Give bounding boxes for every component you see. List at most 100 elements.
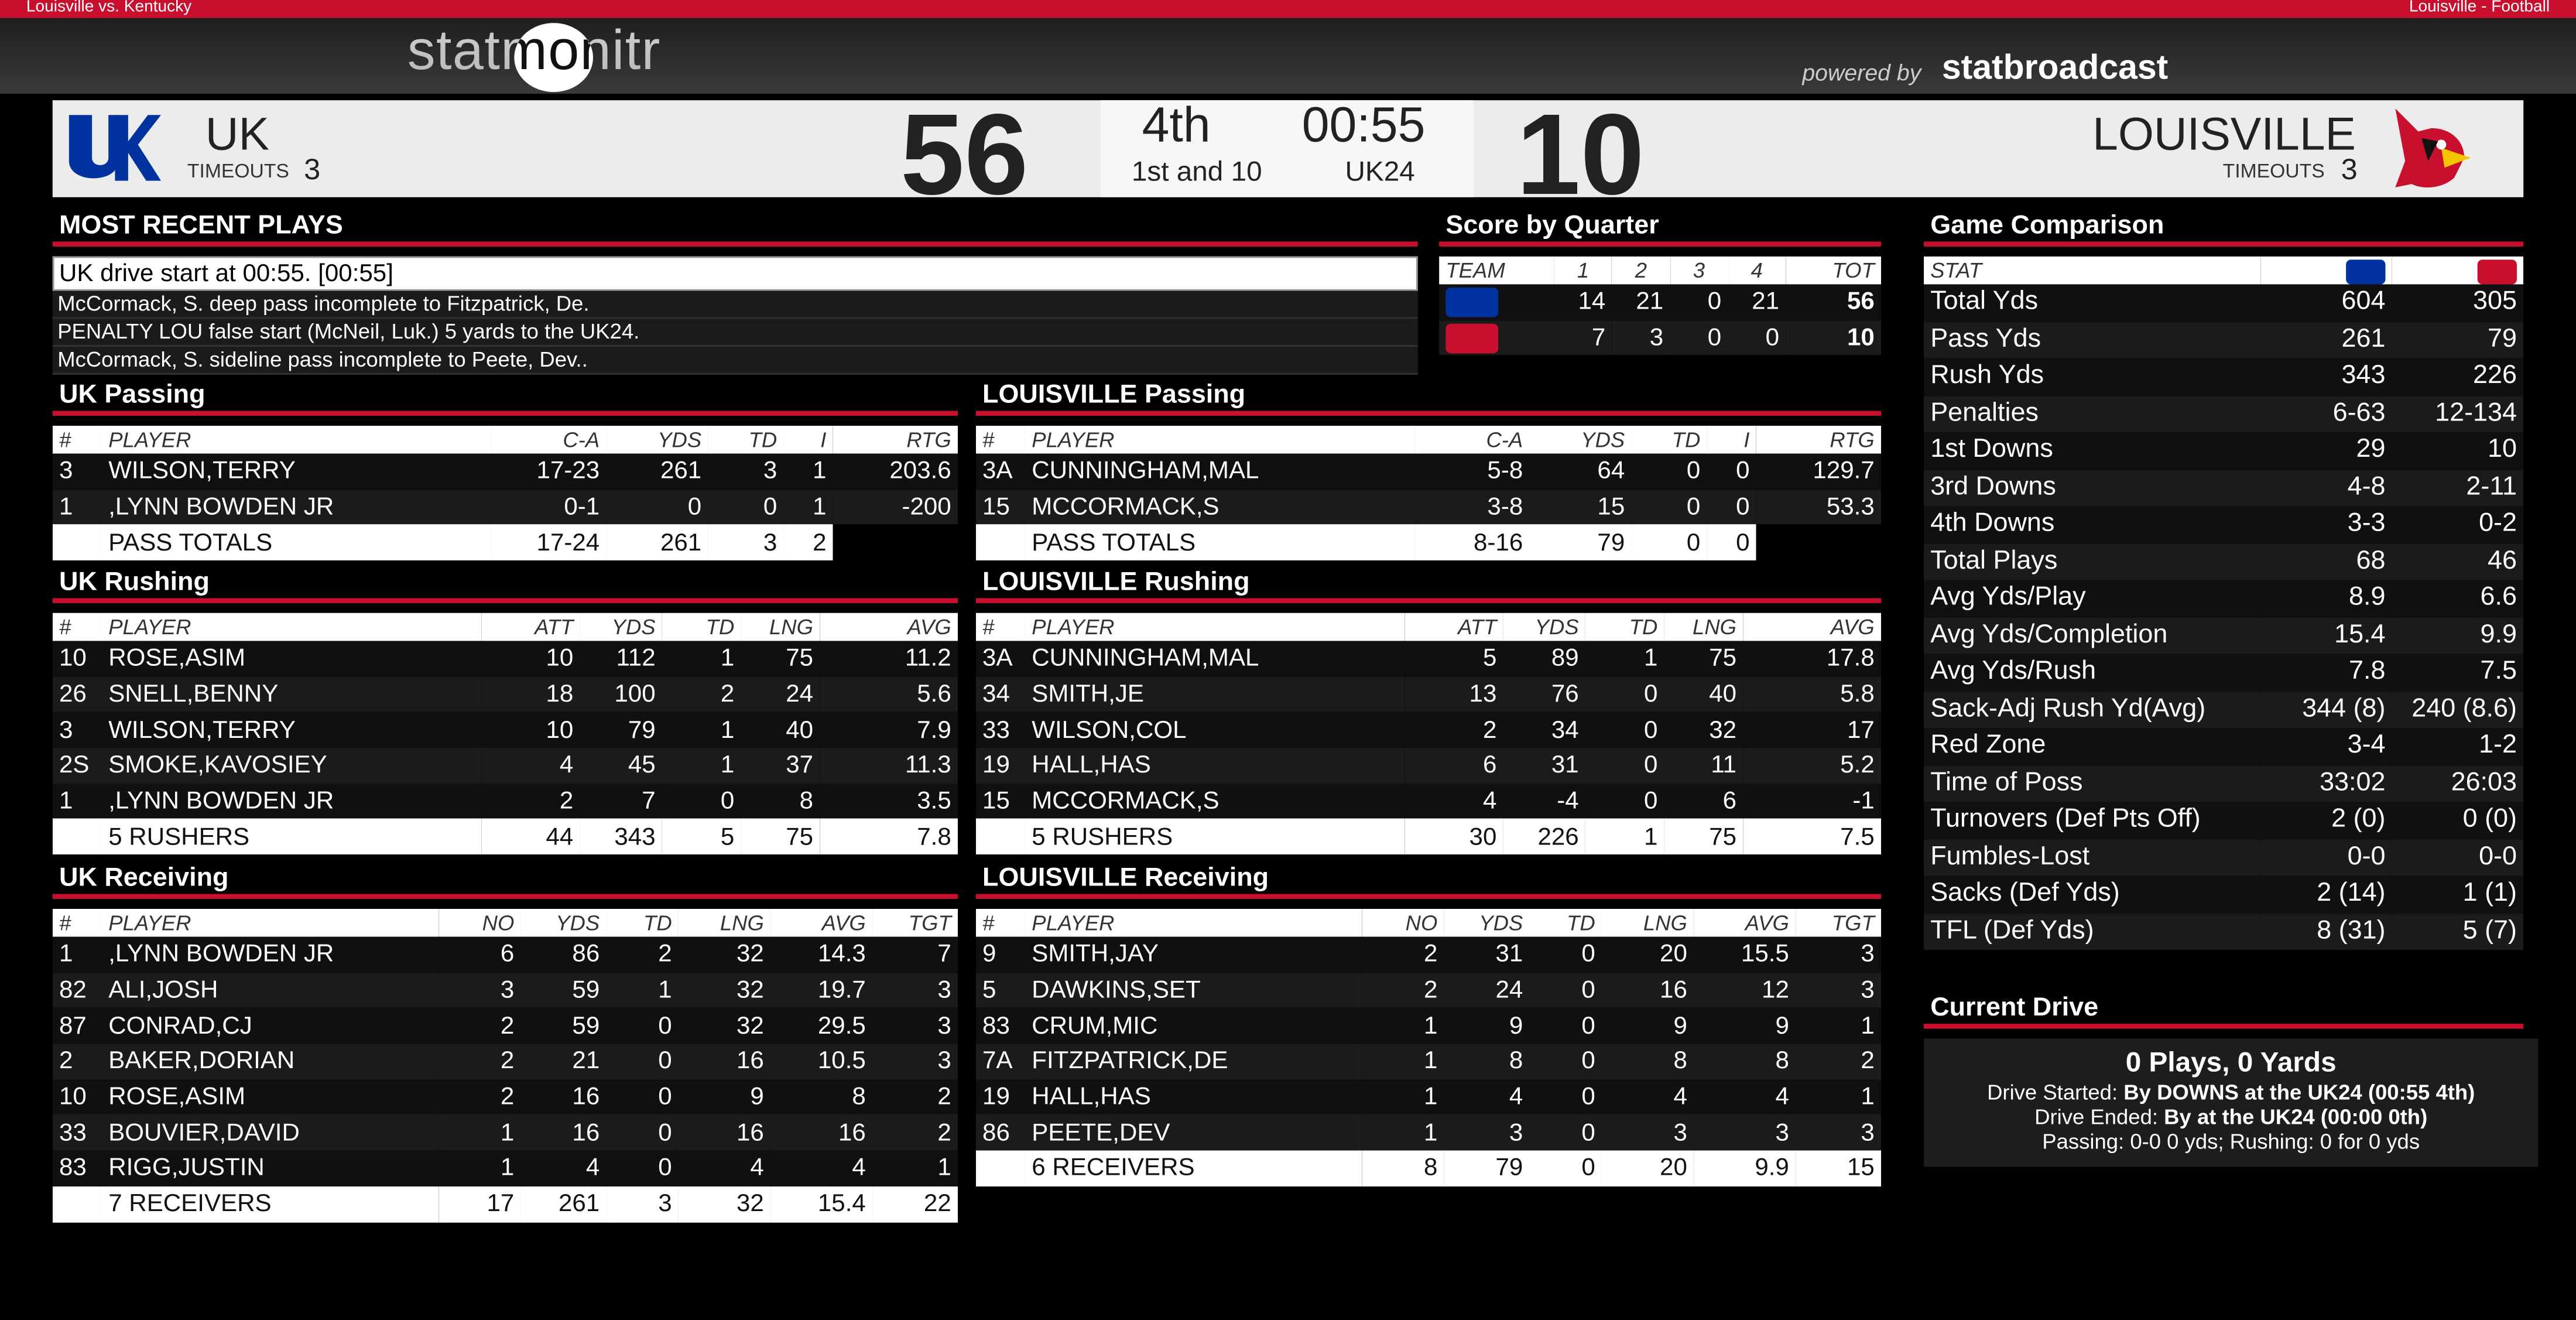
table-cell: 86 xyxy=(520,936,607,973)
table-cell: 3 xyxy=(872,1008,958,1044)
table-cell: 11.3 xyxy=(820,747,958,784)
table-cell: WILSON,TERRY xyxy=(101,712,482,748)
table-cell: 17 xyxy=(1743,712,1882,748)
drive-stats: Passing: 0-0 0 yds; Rushing: 0 for 0 yds xyxy=(2042,1129,2420,1154)
table-cell: 344 (8) xyxy=(2260,690,2392,729)
header-cell: # xyxy=(52,425,102,454)
home-name: UK xyxy=(205,108,269,160)
table-cell: 17-23 xyxy=(491,453,607,490)
header-cell: PLAYER xyxy=(1025,908,1362,937)
quarter-table: TEAM 1 2 3 4 TOT 14 21 0 21 56 7 3 0 0 10 xyxy=(1439,256,1882,356)
table-cell: 0 xyxy=(606,1114,679,1151)
table-cell: 2 xyxy=(1796,1044,1882,1079)
table-cell: 75 xyxy=(741,819,820,855)
table-cell: 6 xyxy=(1664,783,1743,819)
header-cell: AVG xyxy=(1743,613,1882,641)
table-cell: 3 xyxy=(1612,320,1670,356)
table-cell: 3.5 xyxy=(820,783,958,819)
table-cell: 24 xyxy=(741,676,820,713)
table-cell: 7 xyxy=(580,783,662,819)
header-cell: RTG xyxy=(833,425,958,454)
table-cell: 0 xyxy=(1670,284,1728,320)
drive-summary: 0 Plays, 0 Yards xyxy=(2125,1047,2337,1078)
home-score: 56 xyxy=(900,90,1029,219)
table-cell: 15 xyxy=(1796,1150,1882,1186)
table-cell: 5 RUSHERS xyxy=(101,819,482,855)
table-cell: 3A xyxy=(975,453,1026,490)
top-bar xyxy=(0,0,2576,18)
table-cell: 8 xyxy=(1362,1150,1444,1186)
player-row: 10 ROSE,ASIM 2 16 0 9 8 2 xyxy=(52,1079,958,1115)
table-cell: FITZPATRICK,DE xyxy=(1025,1044,1362,1079)
table-cell: 8 xyxy=(741,783,820,819)
table-cell: 10 xyxy=(52,641,102,677)
table-cell: Rush Yds xyxy=(1923,358,2261,395)
table-cell: 3-3 xyxy=(2260,506,2392,543)
table-cell: 0 xyxy=(1631,489,1707,525)
table-cell: 10 xyxy=(52,1079,102,1115)
header-cell: # xyxy=(52,613,102,641)
table-cell: 6 xyxy=(439,936,521,973)
header-cell: TGT xyxy=(872,908,958,937)
table-cell: 2 xyxy=(606,936,679,973)
louisville-logo xyxy=(2395,108,2471,188)
stat-table: # PLAYER ATT YDS TD LNG AVG 3A CUNNINGHAM,MAL 5 89… xyxy=(975,613,1882,855)
table-cell: 16 xyxy=(520,1079,607,1115)
table-cell: 79 xyxy=(2392,321,2524,358)
table-cell: 1 xyxy=(662,712,741,748)
header-row: # PLAYER C-A YDS TD I RTG xyxy=(975,425,1882,454)
table-cell: 82 xyxy=(52,972,102,1008)
quarter: 4th xyxy=(1142,98,1211,153)
table-cell: 21 xyxy=(1728,284,1786,320)
table-cell: 2 xyxy=(481,783,580,819)
table-cell: 4 xyxy=(770,1150,873,1186)
header-cell: # xyxy=(975,908,1026,937)
away-name: LOUISVILLE xyxy=(2092,108,2356,160)
table-cell: 1 xyxy=(606,972,679,1008)
table-cell: ALI,JOSH xyxy=(101,972,439,1008)
player-row: 2S SMOKE,KAVOSIEY 4 45 1 37 11.3 xyxy=(52,747,958,784)
section: UK Rushing # PLAYER ATT YDS TD LNG AVG 10 ROSE,AS… xyxy=(52,569,958,855)
away-score: 10 xyxy=(1516,90,1645,219)
table-cell: 79 xyxy=(1444,1150,1530,1186)
table-cell: 59 xyxy=(520,972,607,1008)
table-cell: 18 xyxy=(481,676,580,713)
table-cell: 5 RUSHERS xyxy=(1025,819,1405,855)
header-cell: TEAM xyxy=(1439,256,1554,285)
team-logo-cell xyxy=(1439,284,1554,320)
table-cell xyxy=(975,525,1026,561)
table-cell: Sack-Adj Rush Yd(Avg) xyxy=(1923,690,2261,729)
table-cell: 261 xyxy=(2260,321,2392,358)
table-cell: 56 xyxy=(1786,284,1882,320)
table-cell: 15 xyxy=(975,489,1026,525)
table-cell: 11.2 xyxy=(820,641,958,677)
table-cell: 89 xyxy=(1503,641,1585,677)
table-cell: 8 xyxy=(1694,1044,1796,1079)
powered-by: powered by xyxy=(1802,59,1921,86)
table-cell: Red Zone xyxy=(1923,728,2261,765)
header-row: # PLAYER ATT YDS TD LNG AVG xyxy=(52,613,958,641)
table-cell: BAKER,DORIAN xyxy=(101,1044,439,1079)
table-cell: 21 xyxy=(1612,284,1670,320)
table-cell: 30 xyxy=(1405,819,1503,855)
header-cell: TD xyxy=(1585,613,1664,641)
table-cell: 10 xyxy=(481,641,580,677)
table-cell: 7.8 xyxy=(2260,654,2392,691)
table-cell: 0 xyxy=(1585,783,1664,819)
table-cell: 1 xyxy=(662,747,741,784)
player-row: 9 SMITH,JAY 2 31 0 20 15.5 3 xyxy=(975,936,1882,973)
table-cell: 261 xyxy=(606,453,708,490)
table-cell: 53.3 xyxy=(1756,489,1882,525)
section-title: MOST RECENT PLAYS xyxy=(52,212,1418,247)
team-logo xyxy=(2477,259,2517,284)
table-cell: 2 (0) xyxy=(2260,802,2392,839)
table-cell: 4 xyxy=(1405,783,1503,819)
table-cell: 2 xyxy=(783,525,833,561)
table-cell: 15.5 xyxy=(1694,936,1796,973)
player-row: 19 HALL,HAS 1 4 0 4 4 1 xyxy=(975,1079,1882,1115)
table-cell: 1 xyxy=(439,1114,521,1151)
total-row: PASS TOTALS 8-16 79 0 0 xyxy=(975,525,1881,561)
clock-box xyxy=(1101,100,1474,197)
header-row: # PLAYER NO YDS TD LNG AVG TGT xyxy=(975,908,1882,937)
table-cell: Fumbles-Lost xyxy=(1923,839,2261,876)
